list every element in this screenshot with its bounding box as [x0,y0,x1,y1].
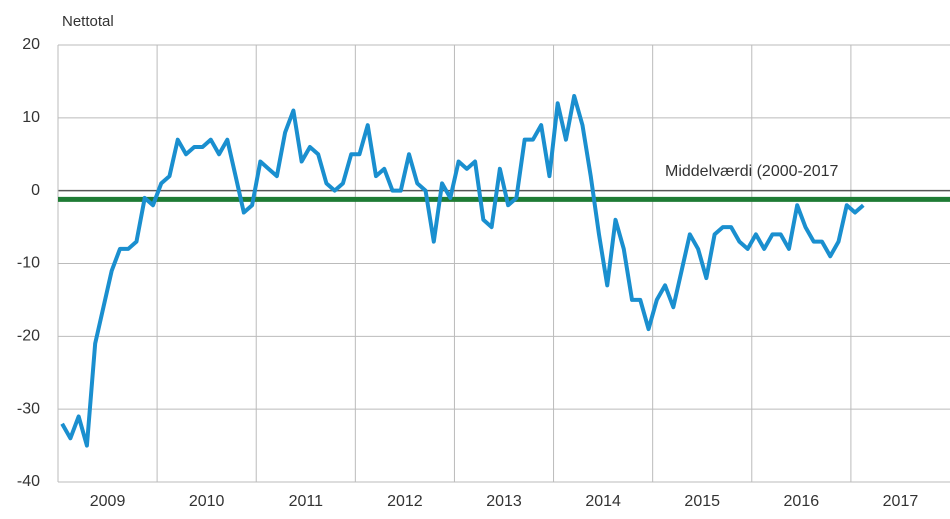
y-tick-label: 20 [22,36,40,53]
x-tick-label: 2015 [684,493,720,510]
data-line [60,93,865,448]
y-tick-label: -20 [17,328,40,345]
reference-label: Middelværdi (2000-2017 [665,163,839,180]
x-tick-label: 2010 [189,493,225,510]
x-tick-label: 2009 [90,493,126,510]
y-tick-label: -30 [17,400,40,417]
x-tick-label: 2017 [883,493,919,510]
x-tick-label: 2013 [486,493,522,510]
y-axis-label: Nettotal [62,13,114,30]
y-tick-label: -40 [17,473,40,490]
x-tick-label: 2012 [387,493,423,510]
y-tick-label: 0 [31,182,40,199]
x-tick-label: 2016 [784,493,820,510]
x-tick-label: 2014 [585,493,621,510]
y-tick-label: 10 [22,109,40,126]
y-tick-label: -10 [17,255,40,272]
x-tick-label: 2011 [289,493,324,510]
